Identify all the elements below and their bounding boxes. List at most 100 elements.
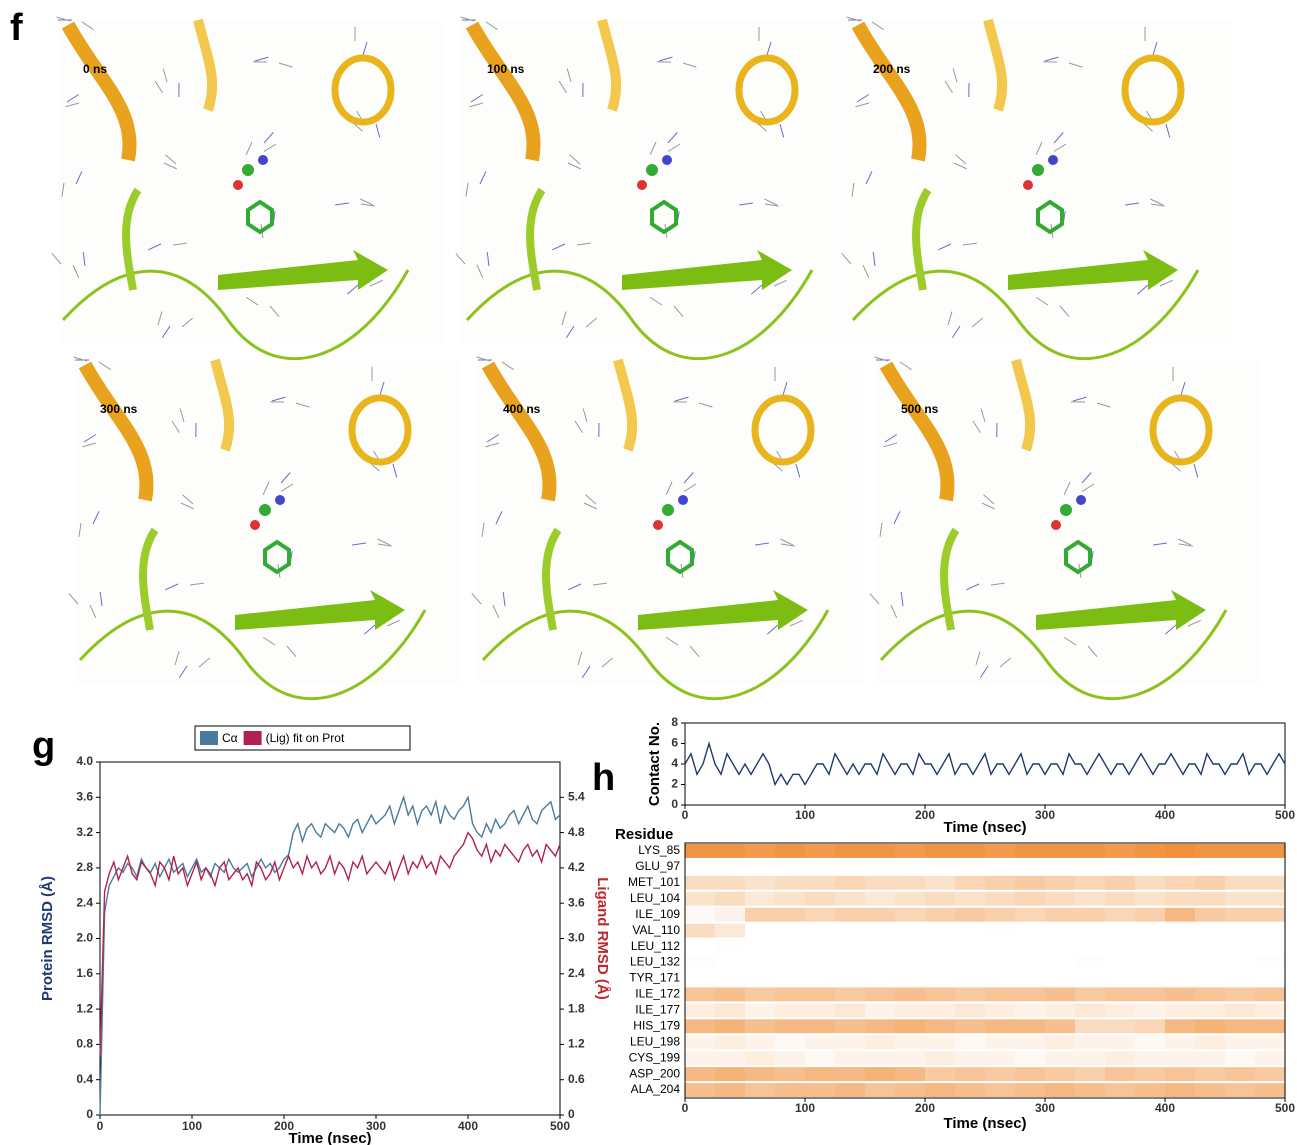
heat-cell xyxy=(745,844,775,858)
residue-stick xyxy=(739,202,754,206)
heat-cell xyxy=(835,1051,865,1066)
y2-tick-label: 5.4 xyxy=(568,789,585,803)
residue-stick xyxy=(89,604,97,618)
residue-stick xyxy=(198,657,211,668)
heat-cell xyxy=(1075,1019,1105,1034)
x-tick-label: 400 xyxy=(1155,808,1175,822)
heat-cell xyxy=(745,1003,775,1018)
heat-cell xyxy=(775,940,805,954)
y-tick-label: 0.8 xyxy=(76,1037,93,1051)
residue-stick xyxy=(163,162,177,170)
heat-cell xyxy=(835,844,865,858)
heat-cell xyxy=(1105,1003,1135,1018)
heat-cell xyxy=(745,940,775,954)
heat-cell xyxy=(685,1035,715,1050)
heat-cell xyxy=(1015,875,1045,890)
heat-cell xyxy=(775,860,805,874)
heat-cell xyxy=(1045,924,1075,938)
x-tick-label: 500 xyxy=(1275,808,1295,822)
heat-cell xyxy=(1015,972,1045,986)
heat-cell xyxy=(895,924,925,938)
residue-stick xyxy=(585,494,597,505)
y2-tick-label: 3.6 xyxy=(568,895,585,909)
loop xyxy=(481,609,830,701)
heat-cell xyxy=(715,844,745,858)
heat-cell xyxy=(805,956,835,970)
heat-cell xyxy=(805,940,835,954)
heat-cell xyxy=(1045,956,1075,970)
heat-cell xyxy=(1165,860,1195,874)
residue-stick xyxy=(335,202,350,206)
residue-stick xyxy=(51,253,62,265)
heat-cell xyxy=(925,907,955,922)
heat-cell xyxy=(685,844,715,858)
heat-cell xyxy=(715,1083,745,1097)
residue-stick xyxy=(172,242,187,246)
heat-cell xyxy=(985,875,1015,890)
heat-cell xyxy=(775,972,805,986)
loop xyxy=(879,609,1228,701)
heat-cell xyxy=(1135,844,1165,858)
heat-cell xyxy=(775,1019,805,1034)
heat-cell xyxy=(1015,924,1045,938)
x-tick-label: 100 xyxy=(182,1119,202,1133)
heat-cell xyxy=(745,1051,775,1066)
heat-cell xyxy=(1075,972,1105,986)
heat-cell xyxy=(895,972,925,986)
residue-stick xyxy=(899,361,912,371)
heat-cell xyxy=(895,907,925,922)
strand xyxy=(542,527,562,631)
ligand-atom xyxy=(646,164,658,176)
y-tick-label: 0 xyxy=(671,797,678,811)
heat-cell xyxy=(1135,924,1165,938)
heat-cell xyxy=(805,1035,835,1050)
residue-stick xyxy=(1044,56,1059,62)
heat-cell xyxy=(805,972,835,986)
residue-stick xyxy=(565,325,575,338)
heat-cell xyxy=(895,1035,925,1050)
residue-stick xyxy=(980,408,986,423)
heat-cell xyxy=(805,1051,835,1066)
residue-stick xyxy=(871,21,884,31)
heat-cell xyxy=(895,1003,925,1018)
heat-cell xyxy=(955,1051,985,1066)
residue-stick xyxy=(952,68,958,83)
residue-stick xyxy=(1035,141,1043,155)
residue-stick xyxy=(295,402,310,408)
heat-cell xyxy=(925,1083,955,1097)
residue-stick xyxy=(66,94,80,103)
x-tick-label: 300 xyxy=(1035,808,1055,822)
heat-cell xyxy=(1045,891,1075,906)
residue-stick xyxy=(1153,542,1168,546)
residue-stick xyxy=(73,356,88,362)
residue-stick xyxy=(851,182,855,197)
residue-stick xyxy=(375,123,381,138)
heat-cell xyxy=(745,891,775,906)
x-tick-label: 500 xyxy=(550,1119,570,1133)
heat-cell xyxy=(835,940,865,954)
ribbon xyxy=(851,21,927,162)
heat-cell xyxy=(865,1003,895,1018)
snapshot-time: 0 ns xyxy=(83,62,107,76)
snapshot-time: 500 ns xyxy=(901,402,939,416)
snapshot-bg xyxy=(75,360,460,685)
heat-cell xyxy=(1255,940,1285,954)
heat-cell xyxy=(1195,907,1225,922)
y-tick-label: 1.6 xyxy=(76,966,93,980)
heat-cell xyxy=(1015,1035,1045,1050)
residue-stick xyxy=(98,361,111,371)
heat-cell xyxy=(835,860,865,874)
residue-stick xyxy=(567,162,581,170)
residue-stick xyxy=(82,252,86,267)
loop xyxy=(61,269,410,361)
heat-cell xyxy=(715,987,745,1002)
residue-stick xyxy=(1150,198,1164,206)
x-tick-label: 200 xyxy=(274,1119,294,1133)
heat-cell xyxy=(1105,907,1135,922)
ligand-ring xyxy=(1036,199,1064,235)
heat-cell xyxy=(955,891,985,906)
residue-stick xyxy=(583,502,597,510)
panel-label: g xyxy=(32,725,55,767)
heat-cell xyxy=(775,891,805,906)
